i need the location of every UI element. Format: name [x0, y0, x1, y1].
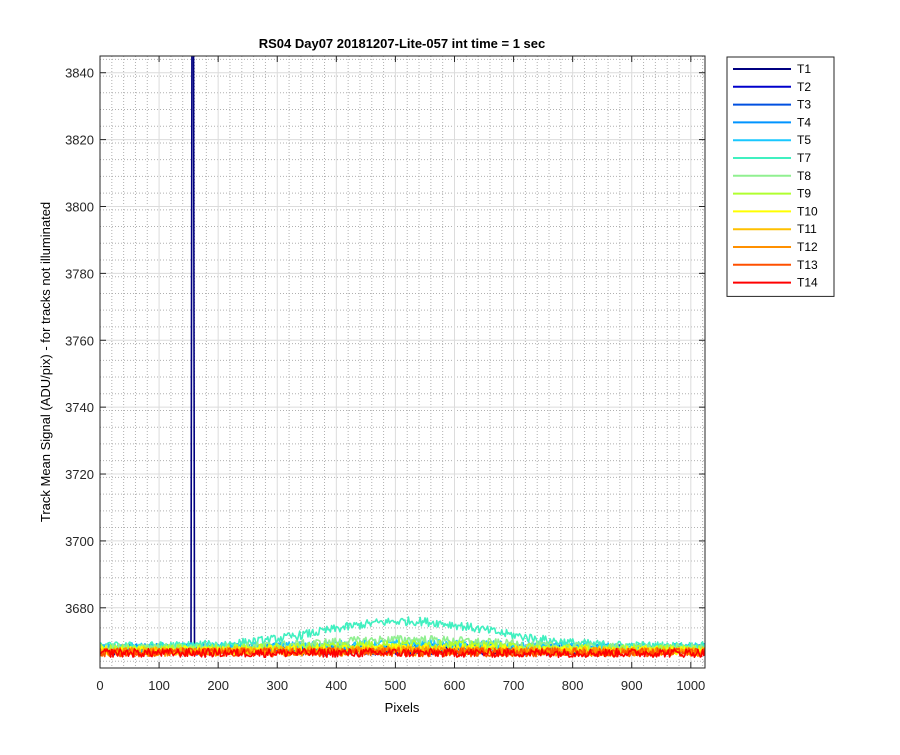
series-group [100, 56, 705, 659]
y-axis: 3680 3700 3720 3740 3760 3780 3800 3820 3840 [65, 66, 705, 616]
legend-label-t2: T2 [797, 80, 811, 94]
x-tick-label: 700 [503, 678, 525, 693]
plot-area [100, 56, 705, 668]
chart-title: RS04 Day07 20181207-Lite-057 int time = … [259, 36, 546, 51]
x-axis-label: Pixels [385, 700, 420, 715]
y-tick-label: 3780 [65, 266, 94, 281]
x-tick-label: 600 [444, 678, 466, 693]
legend-label-t10: T10 [797, 204, 818, 218]
x-tick-label: 900 [621, 678, 643, 693]
y-tick-label: 3760 [65, 333, 94, 348]
legend-label-t5: T5 [797, 133, 811, 147]
y-tick-label: 3720 [65, 467, 94, 482]
y-tick-label: 3740 [65, 400, 94, 415]
x-tick-label: 100 [148, 678, 170, 693]
y-axis-label: Track Mean Signal (ADU/pix) - for tracks… [38, 202, 53, 522]
legend-label-t13: T13 [797, 258, 818, 272]
legend-label-t7: T7 [797, 151, 811, 165]
x-tick-label: 300 [266, 678, 288, 693]
series-line-t14 [100, 647, 705, 659]
legend-label-t3: T3 [797, 98, 811, 112]
legend-label-t4: T4 [797, 115, 811, 129]
legend-label-t14: T14 [797, 276, 818, 290]
series-line-t7 [100, 616, 705, 652]
x-tick-label: 400 [325, 678, 347, 693]
legend-label-t11: T11 [797, 222, 817, 236]
x-tick-label: 0 [96, 678, 103, 693]
y-tick-label: 3840 [65, 66, 94, 81]
x-tick-label: 200 [207, 678, 229, 693]
legend-label-t12: T12 [797, 240, 818, 254]
y-tick-label: 3820 [65, 133, 94, 148]
y-tick-label: 3680 [65, 601, 94, 616]
legend-label-t1: T1 [797, 62, 811, 76]
x-tick-label: 800 [562, 678, 584, 693]
series-line-t11 [100, 644, 705, 657]
legend-label-t9: T9 [797, 187, 811, 201]
x-axis: 0 100 200 300 400 500 600 700 800 900 1000 [96, 56, 705, 693]
legend-label-t8: T8 [797, 169, 811, 183]
x-tick-label: 500 [385, 678, 407, 693]
y-tick-label: 3700 [65, 534, 94, 549]
plot-frame [99, 55, 706, 669]
legend: T1 T2 T3 T4 T5 T7 T8 T9 T10 T11 T12 T13 T14 [726, 56, 835, 297]
x-tick-label: 1000 [676, 678, 705, 693]
y-tick-label: 3800 [65, 199, 94, 214]
